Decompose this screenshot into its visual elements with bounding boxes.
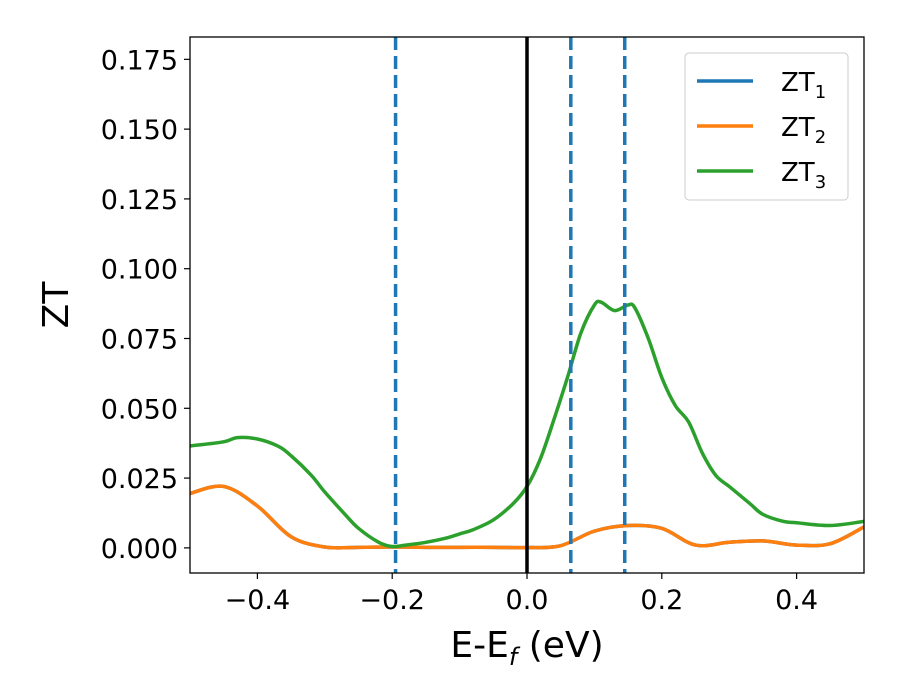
y-tick-label: 0.025 bbox=[101, 464, 178, 495]
y-tick-label: 0.150 bbox=[101, 115, 178, 146]
x-tick-label: −0.4 bbox=[225, 585, 291, 616]
x-axis-label-main: E-E bbox=[450, 625, 508, 666]
legend-label: ZT2 bbox=[781, 113, 826, 148]
x-tick-label: −0.2 bbox=[359, 585, 425, 616]
vertical-reference-lines bbox=[393, 37, 627, 573]
x-tick-label: 0.0 bbox=[506, 585, 549, 616]
legend: ZT1 ZT2 ZT3 bbox=[684, 52, 849, 201]
y-ticks: 0.000 0.025 0.050 0.075 0.100 0.125 0.150 0.175 bbox=[101, 45, 190, 565]
legend-label: ZT1 bbox=[781, 68, 826, 103]
x-tick-label: 0.4 bbox=[775, 585, 818, 616]
x-ticks: −0.4 −0.2 0.0 0.2 0.4 bbox=[225, 573, 818, 616]
y-tick-label: 0.000 bbox=[101, 534, 178, 565]
y-tick-label: 0.075 bbox=[101, 325, 178, 356]
y-tick-label: 0.050 bbox=[101, 394, 178, 425]
x-axis-label: E-Ef (eV) bbox=[450, 625, 603, 671]
legend-label: ZT3 bbox=[781, 158, 826, 193]
y-tick-label: 0.175 bbox=[101, 45, 178, 76]
x-tick-label: 0.2 bbox=[640, 585, 683, 616]
series-line-zt3 bbox=[190, 299, 864, 549]
y-tick-label: 0.125 bbox=[101, 185, 178, 216]
y-tick-label: 0.100 bbox=[101, 255, 178, 286]
legend-box bbox=[684, 52, 849, 201]
x-axis-label-unit: (eV) bbox=[517, 625, 603, 666]
y-axis-label: ZT bbox=[36, 281, 77, 329]
